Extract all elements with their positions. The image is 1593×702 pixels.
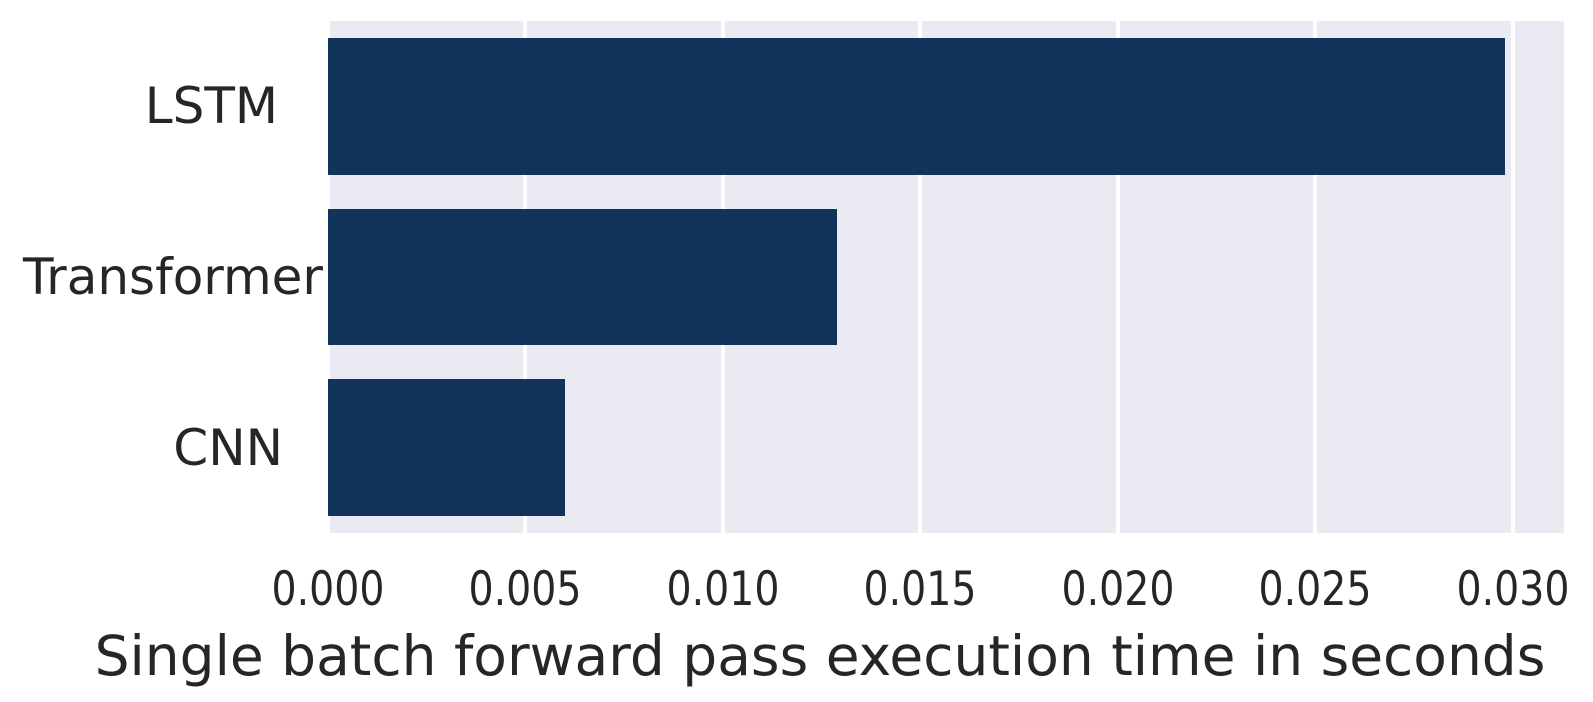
- y-tick-label-lstm: LSTM: [144, 77, 278, 136]
- x-tick-label-0.020: 0.020: [1061, 562, 1175, 617]
- bar-transformer: [328, 208, 838, 346]
- x-axis-tick-labels: 0.000 0.005 0.010 0.015 0.020 0.025 0.030: [271, 562, 1569, 626]
- gridline-0.015: [918, 21, 923, 533]
- x-tick-label-0.025: 0.025: [1258, 562, 1372, 617]
- y-tick-label-cnn: CNN: [173, 418, 283, 477]
- bar-lstm: [328, 38, 1505, 175]
- x-tick-label-0.005: 0.005: [468, 562, 582, 617]
- x-tick-label-0.015: 0.015: [863, 562, 977, 617]
- x-axis-label: Single batch forward pass execution time…: [94, 624, 1546, 688]
- x-tick-label-0.030: 0.030: [1456, 562, 1570, 617]
- bar-cnn: [328, 379, 565, 516]
- x-tick-label-0.010: 0.010: [666, 562, 780, 617]
- y-tick-label-transformer: Transformer: [22, 248, 323, 306]
- gridline-0.025: [1313, 21, 1318, 533]
- y-axis-labels: LSTM Transformer CNN: [0, 21, 328, 533]
- gridline-0.02: [1115, 21, 1120, 533]
- x-tick-label-0.000: 0.000: [271, 562, 385, 617]
- plot-area: [328, 21, 1564, 533]
- gridline-0.03: [1510, 21, 1515, 533]
